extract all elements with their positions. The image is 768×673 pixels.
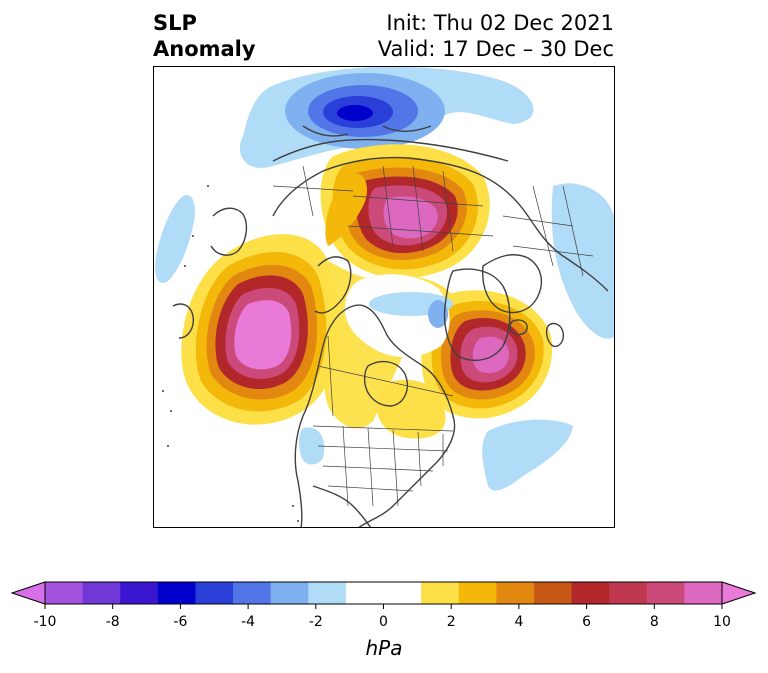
colorbar-ticks: -10 -8 -6 -4 -2 0 2 4 6 8 10 [34,604,731,630]
colorbar-swatch [496,582,535,604]
colorbar-swatch [684,582,723,604]
positive-anomaly-atlantic [421,290,553,419]
colorbar-tick-label: 8 [650,614,659,630]
colorbar-swatch [571,582,610,604]
borders [272,165,594,507]
colorbar-swatch [383,582,422,604]
colorbar-tick-label: -2 [309,614,323,630]
colorbar-swatches [45,582,723,604]
colorbar-swatch [195,582,234,604]
colorbar-tick-label: 0 [379,614,388,630]
colorbar-tick-label: 4 [514,614,523,630]
colorbar-swatch [233,582,272,604]
colorbar-swatch [157,582,196,604]
colorbar-swatch [120,582,159,604]
colorbar-swatch [270,582,309,604]
valid-range: Valid: 17 Dec – 30 Dec [377,37,614,61]
colorbar-swatch [421,582,460,604]
map-border [153,66,615,528]
positive-anomaly-eurasia [320,144,490,279]
colorbar-tick-label: -4 [241,614,255,630]
init-date: Init: Thu 02 Dec 2021 [386,11,614,35]
colorbar-unit-label: hPa [365,636,403,660]
positive-anomaly-pacific [181,234,340,425]
colorbar-tick-label: 6 [582,614,591,630]
anomaly-label: Anomaly [153,37,256,61]
colorbar-swatch [45,582,84,604]
colorbar-extend-left [10,581,46,605]
colorbar-swatch [82,582,121,604]
colorbar: -10 -8 -6 -4 -2 0 2 4 6 8 10 [10,581,757,630]
islands [162,185,299,522]
negative-core [285,73,445,325]
variable-label: SLP [153,11,197,35]
colorbar-tick-label: -8 [106,614,120,630]
colorbar-swatch [533,582,573,604]
title-right: Init: Thu 02 Dec 2021 Valid: 17 Dec – 30… [378,10,614,62]
colorbar-swatch [458,582,497,604]
colorbar-tick-label: -10 [34,614,57,630]
title-left: SLP Anomaly [153,10,256,62]
colorbar-swatch [308,582,347,604]
colorbar-tick-label: 10 [713,614,731,630]
colorbar-swatch [646,582,685,604]
colorbar-tick-label: 2 [447,614,456,630]
colorbar-swatch [609,582,648,604]
coastlines [172,125,609,528]
colorbar-extend-right [721,581,757,605]
anomaly-map [153,66,615,528]
colorbar-tick-label: -6 [173,614,187,630]
colorbar-swatch [345,582,384,604]
